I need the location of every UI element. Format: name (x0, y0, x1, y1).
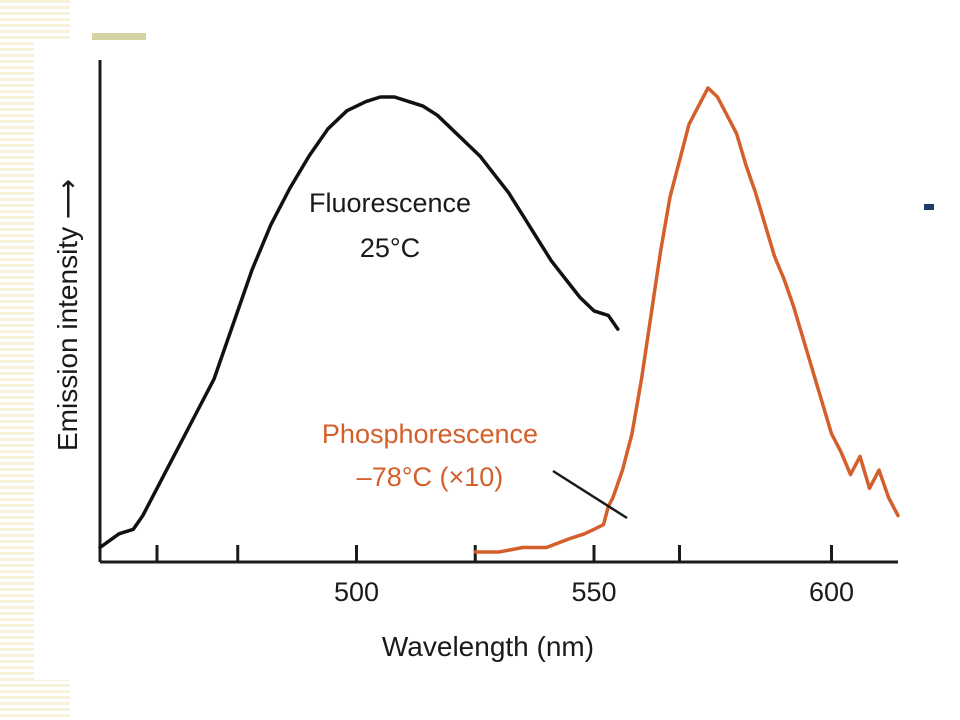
phosphorescence-label: Phosphorescence (322, 419, 538, 449)
bullet-marker (924, 204, 934, 210)
x-tick-label: 600 (809, 577, 854, 607)
title-accent-bar (92, 33, 146, 40)
y-axis-title: Emission intensity ⟶ (52, 179, 83, 451)
fluorescence-temp-label: 25°C (360, 233, 420, 263)
x-tick-labels: 500 550 600 (334, 577, 854, 607)
phosphorescence-temp-label: –78°C (×10) (357, 462, 504, 492)
x-ticks (155, 545, 833, 562)
x-tick-label: 500 (334, 577, 379, 607)
stripe-mask (34, 40, 70, 680)
x-axis-title: Wavelength (nm) (382, 631, 594, 662)
fluorescence-label: Fluorescence (309, 188, 471, 218)
fluorescence-series-line (98, 95, 620, 550)
phosphorescence-series-line (473, 86, 900, 554)
x-tick-label: 550 (571, 577, 616, 607)
phosphorescence-leader-line (552, 469, 628, 520)
series-group (98, 86, 900, 554)
